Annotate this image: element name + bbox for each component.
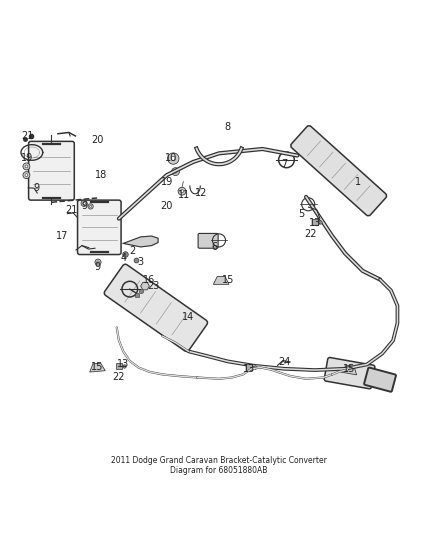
- Text: 24: 24: [278, 357, 290, 367]
- Circle shape: [178, 187, 186, 195]
- Text: 20: 20: [161, 200, 173, 211]
- Polygon shape: [90, 363, 105, 372]
- Text: 16: 16: [143, 274, 155, 285]
- Text: 2: 2: [129, 246, 135, 256]
- Circle shape: [23, 163, 30, 170]
- Text: 1: 1: [355, 176, 361, 187]
- Circle shape: [25, 174, 28, 176]
- Text: 10: 10: [165, 152, 177, 163]
- Text: 8: 8: [225, 122, 231, 132]
- Circle shape: [23, 172, 30, 179]
- Text: 12: 12: [195, 188, 208, 198]
- Text: 3: 3: [138, 257, 144, 267]
- Text: 22: 22: [304, 229, 317, 239]
- Circle shape: [171, 156, 176, 161]
- Circle shape: [83, 202, 85, 205]
- FancyBboxPatch shape: [324, 358, 375, 389]
- Text: 15: 15: [91, 361, 103, 372]
- Text: 22: 22: [113, 373, 125, 383]
- Text: 15: 15: [222, 274, 234, 285]
- Text: 13: 13: [309, 218, 321, 228]
- Text: 21: 21: [21, 131, 34, 141]
- Text: 14: 14: [182, 312, 194, 321]
- Circle shape: [180, 190, 184, 193]
- Circle shape: [95, 259, 101, 265]
- FancyBboxPatch shape: [291, 126, 387, 216]
- Circle shape: [168, 153, 179, 164]
- Text: 19: 19: [161, 176, 173, 187]
- Text: 5: 5: [299, 209, 305, 219]
- Circle shape: [174, 170, 177, 173]
- Polygon shape: [123, 236, 158, 247]
- FancyBboxPatch shape: [78, 200, 121, 255]
- Text: 20: 20: [91, 135, 103, 146]
- Text: 9: 9: [94, 262, 100, 271]
- Text: 15: 15: [343, 364, 356, 374]
- Polygon shape: [213, 277, 229, 284]
- Circle shape: [172, 168, 180, 175]
- Circle shape: [25, 165, 28, 168]
- Text: 6: 6: [212, 242, 218, 252]
- Circle shape: [88, 204, 93, 209]
- Circle shape: [89, 205, 92, 207]
- Text: 21: 21: [65, 205, 77, 215]
- Text: 2011 Dodge Grand Caravan Bracket-Catalytic Converter
Diagram for 68051880AB: 2011 Dodge Grand Caravan Bracket-Catalyt…: [111, 456, 327, 475]
- Text: 4: 4: [120, 253, 126, 263]
- Circle shape: [81, 200, 87, 206]
- Text: 17: 17: [56, 231, 68, 241]
- Text: 13: 13: [244, 364, 256, 374]
- FancyBboxPatch shape: [198, 233, 218, 248]
- Polygon shape: [141, 282, 149, 290]
- Text: 9: 9: [81, 200, 87, 211]
- Text: 9: 9: [33, 183, 39, 193]
- Text: 13: 13: [117, 359, 129, 369]
- Text: 18: 18: [95, 170, 108, 180]
- Text: 19: 19: [21, 152, 34, 163]
- Text: 7: 7: [281, 159, 287, 169]
- Polygon shape: [341, 365, 357, 375]
- FancyBboxPatch shape: [28, 141, 74, 200]
- FancyBboxPatch shape: [104, 264, 208, 351]
- Text: 23: 23: [148, 281, 160, 291]
- Circle shape: [97, 261, 99, 263]
- FancyBboxPatch shape: [364, 368, 396, 392]
- Text: 11: 11: [178, 190, 190, 200]
